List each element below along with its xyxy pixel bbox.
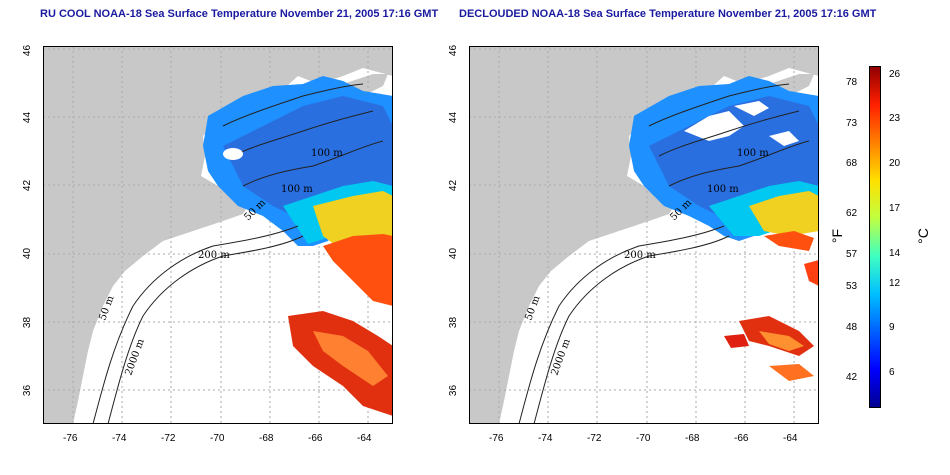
- x-tick-label: -64: [357, 433, 372, 444]
- y-tick-label: 44: [22, 111, 34, 124]
- cloud-mask: [769, 131, 799, 146]
- y-tick-label: 46: [448, 44, 460, 57]
- y-tick-label: 46: [22, 44, 34, 57]
- x-tick-label: -74: [112, 433, 127, 444]
- contour-label: 100 m: [737, 148, 769, 159]
- x-tick-label: -74: [538, 433, 553, 444]
- celsius-tick: 20: [889, 158, 901, 169]
- right-sst-map: 100 m 100 m 50 m 200 m 50 m 2000 m: [469, 46, 819, 424]
- y-tick-label: 42: [448, 179, 460, 192]
- celsius-tick: 23: [889, 113, 901, 124]
- land-mass: [469, 46, 819, 424]
- contour-label: 100 m: [281, 184, 313, 195]
- fahrenheit-tick: 68: [846, 158, 858, 169]
- celsius-tick: 26: [889, 69, 901, 80]
- y-tick-label: 40: [22, 247, 34, 260]
- x-tick-label: -72: [587, 433, 602, 444]
- sst-gulf-stream-core: [313, 331, 388, 386]
- x-tick-label: -76: [63, 433, 78, 444]
- celsius-tick: 12: [889, 278, 901, 289]
- land-mass: [43, 46, 393, 424]
- bathymetry-contours: [518, 83, 810, 424]
- y-tick-label: 36: [448, 384, 460, 397]
- celsius-tick: 14: [889, 248, 901, 259]
- temperature-colorbar: [869, 66, 881, 408]
- sst-gulf-stream-fragment: [804, 260, 819, 286]
- sst-gulf-stream-core: [759, 331, 804, 351]
- fahrenheit-tick: 62: [846, 208, 858, 219]
- x-tick-label: -72: [161, 433, 176, 444]
- contour-label: 200 m: [198, 250, 230, 261]
- x-tick-label: -70: [210, 433, 225, 444]
- left-map-title: RU COOL NOAA-18 Sea Surface Temperature …: [40, 8, 439, 20]
- right-map-title: DECLOUDED NOAA-18 Sea Surface Temperatur…: [459, 8, 877, 20]
- celsius-tick: 9: [889, 322, 895, 333]
- fahrenheit-tick: 42: [846, 372, 858, 383]
- celsius-tick: 6: [889, 367, 895, 378]
- cloud-mask: [734, 101, 769, 116]
- fahrenheit-tick: 57: [846, 249, 858, 260]
- sst-warm-water-north: [749, 191, 819, 236]
- fahrenheit-tick: 53: [846, 281, 858, 292]
- left-sst-map: 100 m 100 m 50 m 200 m 50 m 2000 m: [43, 46, 393, 424]
- contour-label: 100 m: [311, 148, 343, 159]
- x-tick-label: -68: [685, 433, 700, 444]
- x-tick-label: -70: [636, 433, 651, 444]
- x-tick-label: -66: [734, 433, 749, 444]
- x-tick-label: -66: [308, 433, 323, 444]
- fahrenheit-tick: 48: [846, 322, 858, 333]
- y-tick-label: 44: [448, 111, 460, 124]
- sst-gulf-stream: [323, 234, 393, 306]
- bathymetry-contours: [92, 83, 384, 424]
- sst-gulf-stream-fragment: [769, 364, 814, 381]
- celsius-label: °C: [914, 228, 931, 244]
- celsius-tick: 17: [889, 203, 901, 214]
- fahrenheit-tick: 78: [846, 77, 858, 88]
- y-tick-label: 40: [448, 247, 460, 260]
- y-tick-label: 36: [22, 384, 34, 397]
- cloud-mask: [684, 111, 744, 141]
- contour-label: 200 m: [624, 250, 656, 261]
- fahrenheit-label: °F: [829, 228, 846, 244]
- y-tick-label: 42: [22, 179, 34, 192]
- contour-label: 100 m: [707, 184, 739, 195]
- sst-gulf-stream-fragment: [764, 231, 814, 251]
- x-tick-label: -68: [259, 433, 274, 444]
- y-tick-label: 38: [448, 316, 460, 329]
- sst-gulf-stream-fragment: [724, 334, 749, 348]
- x-tick-label: -76: [489, 433, 504, 444]
- x-tick-label: -64: [783, 433, 798, 444]
- fahrenheit-tick: 73: [846, 118, 858, 129]
- y-tick-label: 38: [22, 316, 34, 329]
